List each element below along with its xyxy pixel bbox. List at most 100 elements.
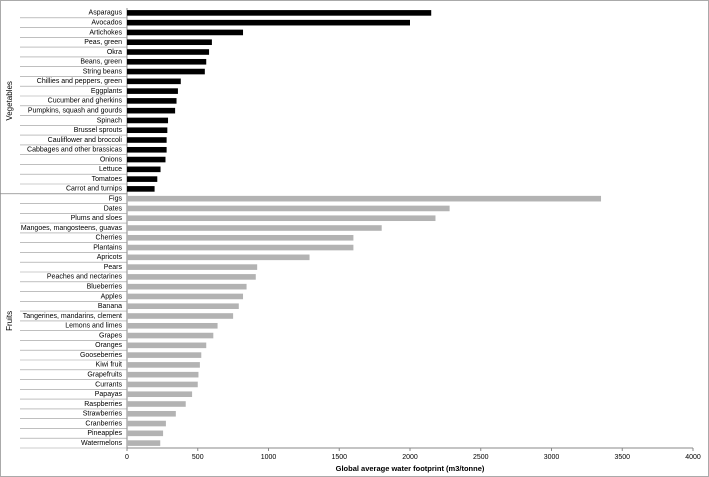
bar	[127, 234, 354, 241]
y-tick-label: Cucumber and gherkins	[48, 98, 123, 105]
y-tick-label: Oranges	[95, 342, 122, 349]
y-tick-label: Plantains	[93, 244, 122, 251]
y-tick-label: Eggplants	[91, 88, 123, 95]
bar	[127, 127, 168, 134]
x-tick-label: 1000	[261, 454, 277, 461]
x-tick-label: 3000	[544, 454, 560, 461]
x-tick-label: 1500	[331, 454, 347, 461]
y-tick-label: Raspberries	[84, 401, 122, 408]
bar	[127, 244, 354, 251]
bar	[127, 137, 167, 143]
y-tick-label: Lettuce	[99, 166, 122, 173]
y-tick-label: Apples	[101, 293, 123, 300]
bar	[127, 98, 177, 104]
bar	[127, 176, 158, 182]
y-tick-label: Spinach	[97, 117, 122, 124]
y-tick-label: Blueberries	[87, 284, 123, 291]
bar	[127, 401, 186, 407]
bar	[127, 39, 212, 46]
y-tick-label: Papayas	[95, 391, 123, 398]
y-tick-label: Grapefruits	[87, 372, 122, 379]
bar	[127, 410, 176, 417]
y-tick-label: Kiwi fruit	[96, 362, 123, 369]
bar	[127, 166, 161, 173]
y-tick-label: Currants	[95, 381, 122, 388]
y-tick-label: Gooseberries	[80, 352, 123, 359]
y-tick-label: Okra	[107, 49, 122, 56]
y-tick-label: Cabbages and other brassicas	[27, 147, 122, 154]
bar	[127, 88, 178, 94]
bar	[127, 322, 218, 329]
x-tick-label: 3500	[614, 454, 630, 461]
bar	[127, 78, 181, 85]
y-tick-label: Strawberries	[83, 411, 123, 418]
y-tick-label: Plums and sloes	[71, 215, 123, 222]
bar	[127, 254, 310, 261]
bar	[127, 274, 256, 280]
y-tick-label: Beans, green	[80, 59, 122, 66]
bar	[127, 58, 207, 65]
bar	[127, 303, 239, 310]
bar	[127, 293, 244, 300]
y-tick-label: Asparagus	[89, 10, 123, 17]
bar	[127, 117, 169, 124]
y-tick-label: Mangoes, mangosteens, guavas	[21, 225, 123, 232]
x-tick-label: 2000	[402, 454, 418, 461]
y-tick-label: Chillies and peppers, green	[37, 78, 122, 85]
y-tick-label: Cherries	[96, 235, 123, 242]
bar	[127, 156, 166, 163]
group-label: Vegetables	[5, 81, 14, 121]
bar	[127, 352, 202, 358]
x-tick-label: 4000	[685, 454, 701, 461]
bar	[127, 107, 176, 114]
bar	[127, 29, 244, 36]
bar	[127, 225, 382, 231]
y-tick-label: Cranberries	[85, 420, 122, 427]
y-tick-label: Figs	[109, 196, 123, 203]
bar	[127, 362, 200, 368]
group-label: Fruits	[5, 311, 14, 331]
y-tick-label: Pineapples	[87, 430, 122, 437]
y-tick-label: Grapes	[99, 332, 122, 339]
y-tick-label: Peas, green	[84, 39, 122, 46]
bar	[127, 371, 199, 378]
y-tick-label: Lemons and limes	[65, 323, 122, 330]
y-tick-label: Avocados	[91, 20, 122, 27]
bar	[127, 332, 214, 339]
y-tick-label: Pears	[104, 264, 123, 271]
x-tick-label: 500	[192, 454, 204, 461]
bar	[127, 264, 258, 270]
y-tick-label: Peaches and nectarines	[47, 274, 123, 281]
y-tick-label: Apricots	[97, 254, 123, 261]
bar	[127, 146, 167, 153]
y-tick-label: Dates	[104, 205, 123, 212]
y-tick-label: Watermelons	[81, 440, 122, 447]
bar	[127, 283, 247, 290]
x-tick-label: 2500	[473, 454, 489, 461]
y-tick-label: String beans	[83, 68, 123, 75]
y-tick-label: Tangerines, mandarins, clement	[23, 313, 122, 320]
bar	[127, 68, 205, 75]
bar	[127, 10, 432, 16]
bar	[127, 215, 436, 222]
y-tick-label: Artichokes	[89, 29, 122, 36]
y-tick-label: Onions	[100, 156, 123, 163]
y-tick-label: Pumpkins, squash and gourds	[28, 108, 123, 115]
bar	[127, 205, 450, 212]
y-tick-label: Brussel sprouts	[74, 127, 123, 134]
bar	[127, 420, 166, 427]
y-tick-label: Tomatoes	[92, 176, 123, 183]
x-tick-label: 0	[125, 454, 129, 461]
bar	[127, 391, 193, 398]
bar	[127, 313, 234, 319]
bar	[127, 342, 207, 349]
bar	[127, 186, 155, 192]
bar	[127, 195, 602, 202]
x-axis-title: Global average water footprint (m3/tonne…	[336, 464, 485, 473]
bar	[127, 49, 210, 55]
y-tick-label: Banana	[98, 303, 122, 310]
bar	[127, 19, 410, 26]
bar	[127, 440, 161, 446]
y-tick-label: Cauliflower and broccoli	[48, 137, 123, 144]
